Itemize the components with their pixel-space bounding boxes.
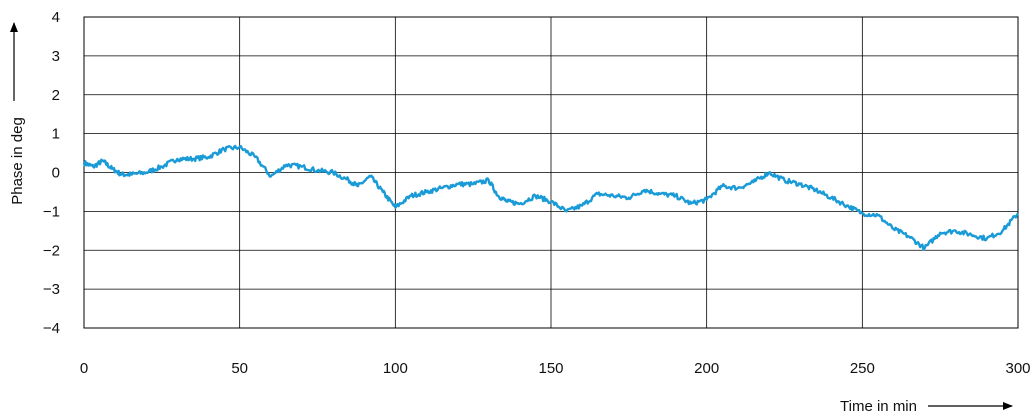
- x-axis-ticks: 0 50 100 150 200 250 300: [80, 360, 1031, 377]
- x-tick-label: 50: [231, 360, 248, 377]
- y-tick-label: −4: [43, 320, 60, 337]
- y-tick-label: −3: [43, 281, 60, 298]
- x-axis-label: Time in min: [840, 398, 917, 415]
- x-tick-label: 0: [80, 360, 88, 377]
- grid-lines: [83, 16, 1019, 329]
- x-tick-label: 100: [383, 360, 408, 377]
- x-tick-label: 300: [1005, 360, 1030, 377]
- x-tick-label: 250: [850, 360, 875, 377]
- y-tick-label: 2: [52, 87, 60, 104]
- y-tick-label: 0: [52, 165, 60, 182]
- y-tick-label: 1: [52, 126, 60, 143]
- y-tick-label: 4: [52, 9, 60, 26]
- y-tick-label: −1: [43, 203, 60, 220]
- y-axis-ticks: 4 3 2 1 0 −1 −2 −3 −4: [43, 9, 60, 337]
- phase-series-line: [82, 144, 1020, 251]
- x-tick-label: 150: [538, 360, 563, 377]
- y-tick-label: −2: [43, 242, 60, 259]
- plot-frame: [83, 16, 1019, 329]
- y-tick-label: 3: [52, 48, 60, 65]
- x-tick-label: 200: [694, 360, 719, 377]
- y-axis-label: Phase in deg: [9, 117, 26, 205]
